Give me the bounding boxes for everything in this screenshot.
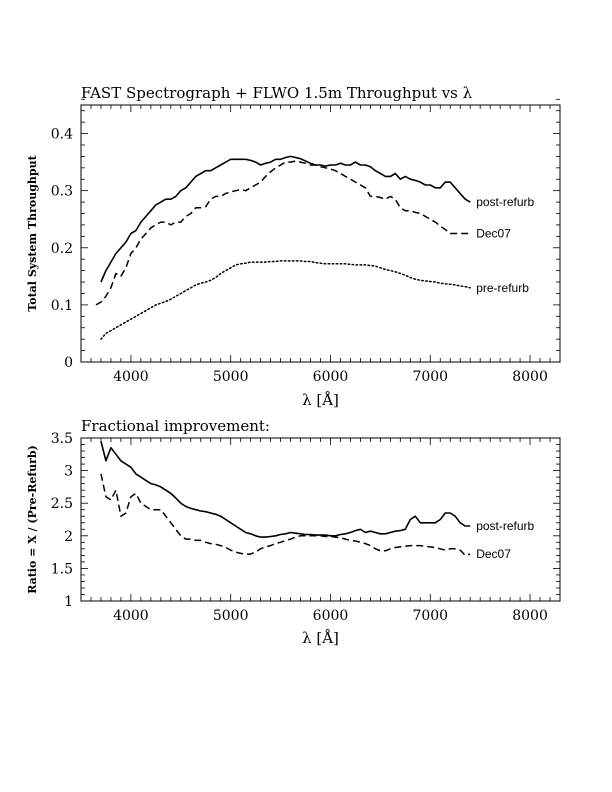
series-line-post-refurb	[100, 441, 471, 538]
y-tick-label: 0.3	[51, 184, 73, 200]
chart-title: Fractional improvement:	[81, 417, 270, 435]
y-tick-label: 1.5	[51, 561, 73, 577]
throughput-panel: 4000 5000 6000 7000 8000 0 0.1 0.2 0.3 0.4 FAST Sp…	[26, 84, 561, 409]
y-axis-label: Ratio = X / (Pre-Refurb)	[26, 445, 39, 594]
series-line-dec07	[100, 473, 471, 557]
x-axis-label: λ [Å]	[302, 391, 339, 409]
y-tick-label: 2	[64, 529, 73, 545]
y-tick-label: 0.2	[51, 241, 73, 257]
series-label-dec07: Dec07	[476, 227, 511, 241]
x-tick-label: 7000	[412, 369, 448, 385]
x-tick-label: 6000	[313, 369, 349, 385]
series-line-post-refurb	[100, 155, 471, 283]
x-tick-label: 8000	[512, 369, 548, 385]
series-label-post-refurb: post-refurb	[476, 195, 534, 209]
x-tick-label: 8000	[512, 608, 548, 624]
x-tick-label: 5000	[213, 369, 249, 385]
y-tick-label: 3.5	[51, 431, 73, 447]
y-tick-label: 3	[64, 464, 73, 480]
y-tick-label: 0.1	[51, 298, 73, 314]
chart-title: FAST Spectrograph + FLWO 1.5m Throughput…	[81, 84, 473, 102]
y-tick-label: 2.5	[51, 496, 73, 512]
y-tick-label: 0	[64, 355, 73, 371]
series-label-post-refurb: post-refurb	[476, 519, 534, 533]
series-line-pre-refurb	[100, 260, 471, 340]
improvement-panel: 4000 5000 6000 7000 8000 1 1.5 2 2.5 3 3.5 Fraction…	[26, 417, 561, 647]
x-tick-label: 6000	[313, 608, 349, 624]
y-axis-label: Total System Throughput	[26, 154, 39, 311]
y-tick-label: 0.4	[51, 127, 73, 143]
x-axis-label: λ [Å]	[302, 629, 339, 647]
series-line-dec07	[95, 160, 471, 306]
x-tick-label: 5000	[213, 608, 249, 624]
x-tick-label: 7000	[412, 608, 448, 624]
x-tick-label: 4000	[113, 369, 149, 385]
x-tick-label: 4000	[113, 608, 149, 624]
series-label-pre-refurb: pre-refurb	[476, 281, 529, 295]
y-tick-label: 1	[64, 594, 73, 610]
series-label-dec07: Dec07	[476, 547, 511, 561]
